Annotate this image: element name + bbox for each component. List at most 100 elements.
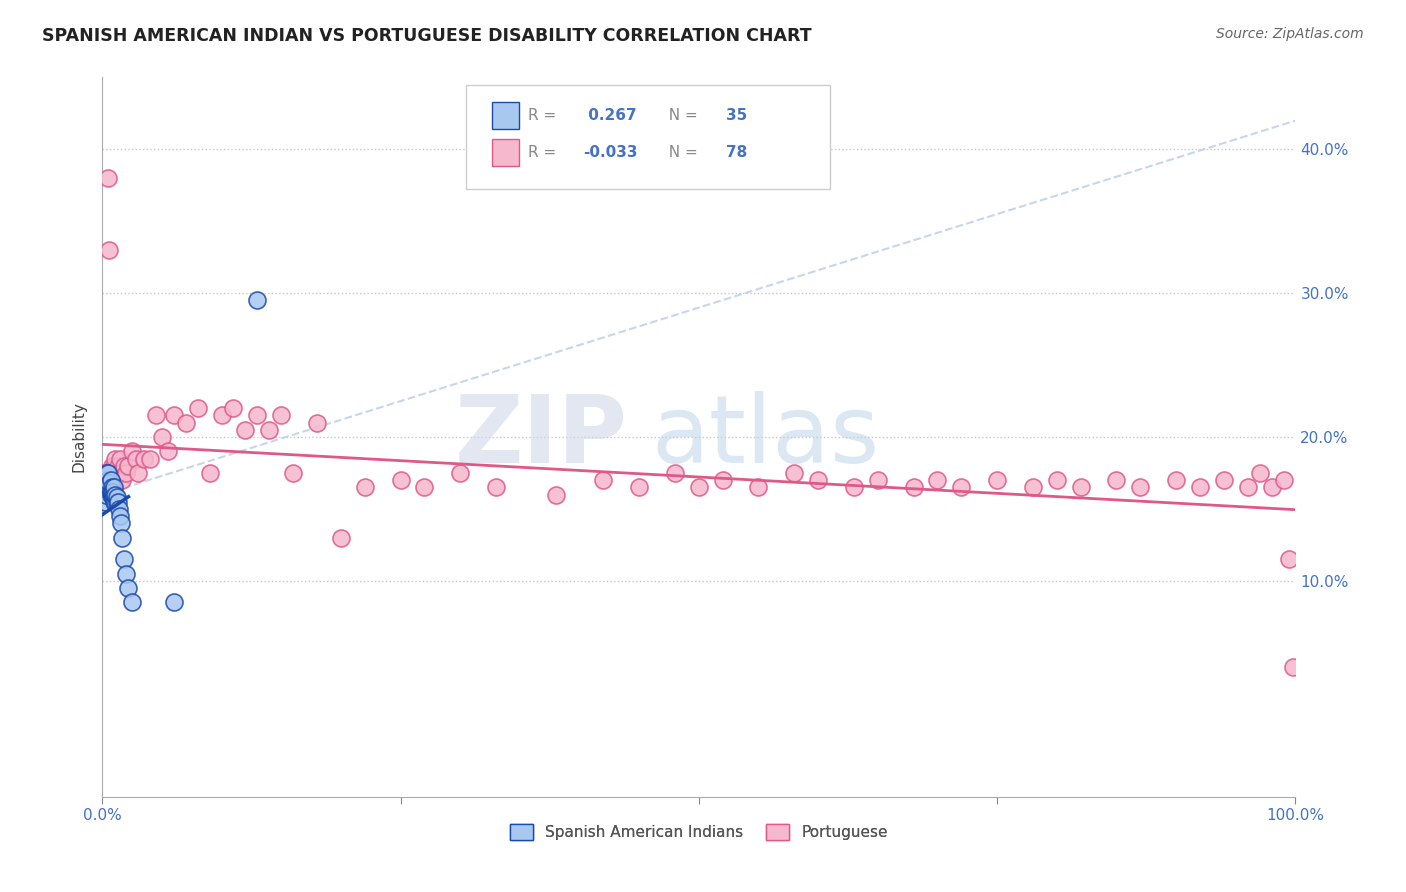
Text: R =: R = (529, 145, 561, 160)
Text: 78: 78 (727, 145, 748, 160)
Point (100, 466, 122, 480)
Point (98, 476, 121, 491)
Point (664, 466, 686, 480)
Point (103, 487, 125, 501)
Point (1070, 480, 1092, 494)
Point (110, 516, 132, 531)
Point (115, 566, 138, 581)
Point (1212, 473, 1234, 487)
Point (107, 458, 129, 473)
Point (100, 487, 122, 501)
Point (117, 458, 139, 473)
Text: atlas: atlas (651, 391, 879, 483)
Point (903, 480, 925, 494)
Point (100, 484, 122, 499)
Point (449, 466, 471, 480)
Point (121, 444, 143, 458)
Point (222, 401, 245, 416)
Point (807, 473, 830, 487)
Point (98, 480, 121, 494)
Point (1105, 473, 1128, 487)
Point (198, 466, 221, 480)
Point (783, 466, 806, 480)
Point (94, 466, 117, 480)
Point (107, 495, 129, 509)
Point (127, 466, 149, 480)
Point (94, 487, 117, 501)
Point (145, 409, 167, 423)
Point (103, 458, 125, 473)
Y-axis label: Disability: Disability (72, 401, 86, 473)
Point (96, 473, 118, 487)
Point (115, 466, 138, 480)
Point (1046, 473, 1069, 487)
Text: R =: R = (529, 108, 561, 123)
Point (104, 451, 127, 466)
Point (246, 409, 269, 423)
Point (117, 581, 139, 595)
Text: 0.267: 0.267 (583, 108, 637, 123)
Point (281, 466, 304, 480)
Point (96, 466, 118, 480)
Point (927, 473, 949, 487)
Point (1188, 480, 1211, 494)
Point (110, 466, 132, 480)
Point (93, 466, 115, 480)
Point (100, 487, 122, 501)
Point (108, 451, 131, 466)
Point (211, 409, 233, 423)
Legend: Spanish American Indians, Portuguese: Spanish American Indians, Portuguese (503, 818, 894, 847)
Point (187, 401, 209, 416)
Point (111, 473, 134, 487)
Point (353, 480, 375, 494)
Point (747, 480, 769, 494)
Point (101, 491, 124, 505)
Point (103, 495, 125, 509)
Point (104, 495, 127, 509)
Point (986, 473, 1008, 487)
Point (101, 484, 124, 499)
Text: Source: ZipAtlas.com: Source: ZipAtlas.com (1216, 27, 1364, 41)
Point (246, 293, 269, 308)
Point (105, 491, 128, 505)
FancyBboxPatch shape (492, 102, 519, 129)
Point (711, 473, 734, 487)
Point (97, 473, 120, 487)
Point (1236, 480, 1258, 494)
Point (688, 480, 710, 494)
Point (100, 466, 122, 480)
Point (108, 502, 131, 516)
Point (1022, 480, 1045, 494)
Point (103, 480, 125, 494)
Point (305, 416, 328, 430)
Point (132, 451, 155, 466)
Text: 35: 35 (727, 108, 748, 123)
Point (329, 531, 352, 545)
Point (96, 473, 118, 487)
Point (98, 243, 121, 257)
Point (156, 444, 179, 458)
Point (111, 531, 134, 545)
Point (259, 423, 281, 437)
Point (1282, 660, 1305, 674)
Point (108, 509, 131, 524)
Text: -0.033: -0.033 (583, 145, 637, 160)
Point (163, 409, 186, 423)
Point (485, 480, 508, 494)
Point (101, 473, 124, 487)
Point (93, 473, 115, 487)
Point (124, 451, 146, 466)
Point (1278, 552, 1301, 566)
Point (1260, 480, 1282, 494)
Point (1272, 473, 1295, 487)
Point (544, 487, 567, 501)
Point (103, 466, 125, 480)
Point (94, 480, 117, 494)
Point (163, 595, 186, 609)
Point (1129, 480, 1152, 494)
FancyBboxPatch shape (467, 85, 830, 189)
Point (97, 171, 120, 186)
Text: ZIP: ZIP (454, 391, 627, 483)
Point (389, 473, 412, 487)
Point (235, 423, 257, 437)
